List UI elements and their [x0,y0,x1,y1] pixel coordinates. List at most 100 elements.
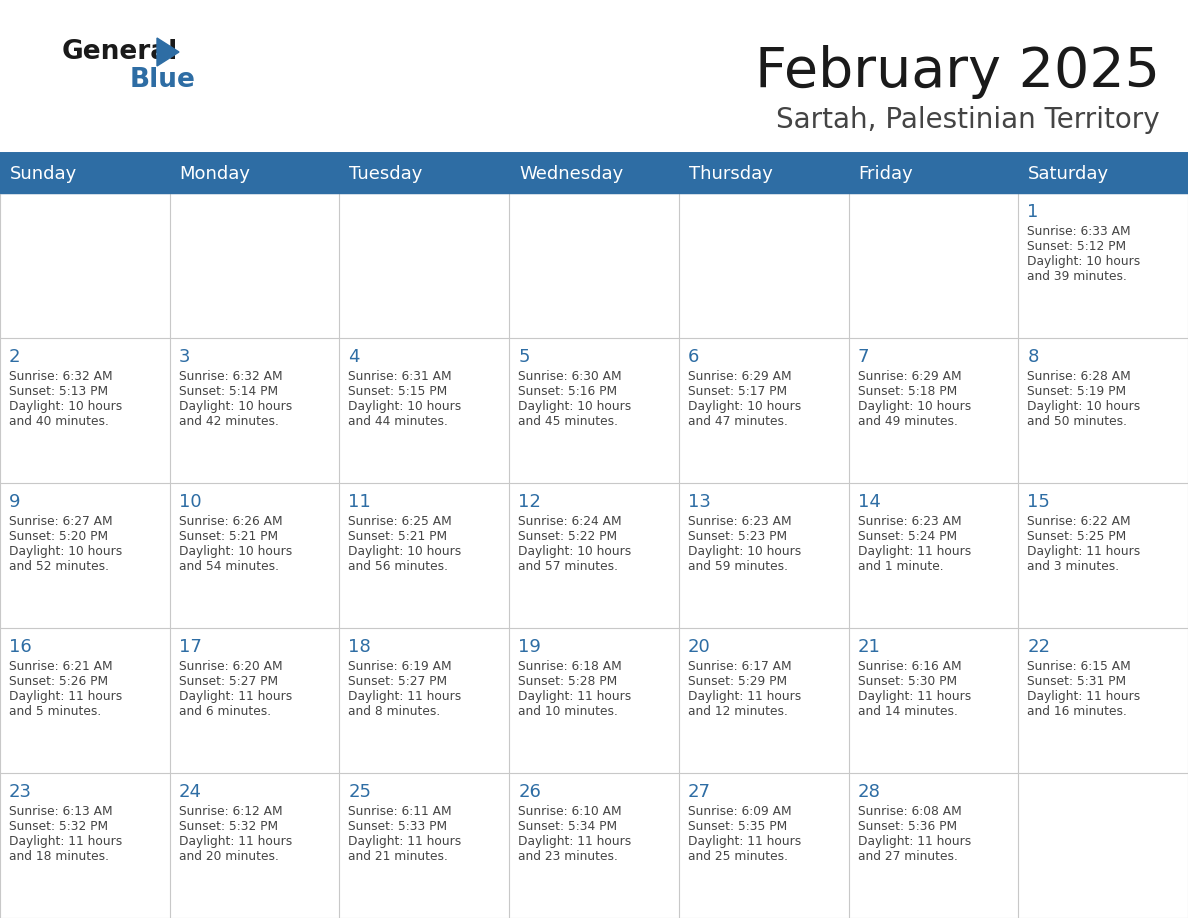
Text: Sunset: 5:32 PM: Sunset: 5:32 PM [10,820,108,833]
Text: Daylight: 10 hours: Daylight: 10 hours [688,400,801,413]
Text: Sunset: 5:26 PM: Sunset: 5:26 PM [10,675,108,688]
Bar [510,193,678,338]
Text: Sunset: 5:16 PM: Sunset: 5:16 PM [518,385,618,398]
Text: Daylight: 11 hours: Daylight: 11 hours [348,835,462,848]
Bar [510,338,678,483]
Text: 9: 9 [10,493,20,511]
Text: Sunrise: 6:29 AM: Sunrise: 6:29 AM [688,370,791,383]
Text: General: General [62,39,178,65]
Bar [0,193,170,338]
Text: and 14 minutes.: and 14 minutes. [858,705,958,718]
Text: 20: 20 [688,638,710,656]
Text: and 1 minute.: and 1 minute. [858,560,943,573]
Text: Sunset: 5:12 PM: Sunset: 5:12 PM [1028,240,1126,253]
Text: Sunset: 5:31 PM: Sunset: 5:31 PM [1028,675,1126,688]
Text: Daylight: 10 hours: Daylight: 10 hours [348,545,462,558]
Bar [0,628,170,773]
Text: Daylight: 11 hours: Daylight: 11 hours [688,690,801,703]
Text: and 40 minutes.: and 40 minutes. [10,415,109,428]
Text: and 50 minutes.: and 50 minutes. [1028,415,1127,428]
Text: 19: 19 [518,638,541,656]
Bar [170,628,340,773]
Text: Sunset: 5:21 PM: Sunset: 5:21 PM [348,530,448,543]
Text: Sunset: 5:27 PM: Sunset: 5:27 PM [178,675,278,688]
Text: Daylight: 10 hours: Daylight: 10 hours [1028,255,1140,268]
Text: Sunrise: 6:28 AM: Sunrise: 6:28 AM [1028,370,1131,383]
Text: 1: 1 [1028,203,1038,221]
Text: Sunrise: 6:30 AM: Sunrise: 6:30 AM [518,370,621,383]
Text: 3: 3 [178,348,190,366]
Bar [678,628,848,773]
Text: 28: 28 [858,783,880,801]
Text: and 59 minutes.: and 59 minutes. [688,560,788,573]
Text: Sunset: 5:30 PM: Sunset: 5:30 PM [858,675,956,688]
Text: 23: 23 [10,783,32,801]
Text: Monday: Monday [179,165,251,183]
Text: and 52 minutes.: and 52 minutes. [10,560,109,573]
Text: Daylight: 11 hours: Daylight: 11 hours [518,835,631,848]
Text: Daylight: 11 hours: Daylight: 11 hours [688,835,801,848]
Text: Sunset: 5:27 PM: Sunset: 5:27 PM [348,675,448,688]
Bar [170,773,340,918]
Text: 14: 14 [858,493,880,511]
Text: Sunrise: 6:32 AM: Sunrise: 6:32 AM [178,370,283,383]
Text: Daylight: 11 hours: Daylight: 11 hours [178,690,292,703]
Text: Daylight: 10 hours: Daylight: 10 hours [688,545,801,558]
Text: Sunrise: 6:13 AM: Sunrise: 6:13 AM [10,805,113,818]
Text: 5: 5 [518,348,530,366]
Bar [848,338,1018,483]
Bar [340,628,510,773]
Polygon shape [157,38,179,66]
Text: 21: 21 [858,638,880,656]
Text: Blue: Blue [129,67,196,93]
Bar [1018,628,1188,773]
Text: Daylight: 11 hours: Daylight: 11 hours [1028,545,1140,558]
Text: and 42 minutes.: and 42 minutes. [178,415,279,428]
Bar [848,193,1018,338]
Text: Sunrise: 6:20 AM: Sunrise: 6:20 AM [178,660,283,673]
Bar [678,338,848,483]
Text: Daylight: 11 hours: Daylight: 11 hours [1028,690,1140,703]
Text: 2: 2 [10,348,20,366]
Text: Sunrise: 6:15 AM: Sunrise: 6:15 AM [1028,660,1131,673]
Bar [340,193,510,338]
Text: Sunrise: 6:23 AM: Sunrise: 6:23 AM [688,515,791,528]
Text: Sunrise: 6:33 AM: Sunrise: 6:33 AM [1028,225,1131,238]
Bar [0,155,1188,193]
Text: Sunset: 5:17 PM: Sunset: 5:17 PM [688,385,786,398]
Bar [848,773,1018,918]
Text: 11: 11 [348,493,371,511]
Bar [340,483,510,628]
Text: Sunrise: 6:08 AM: Sunrise: 6:08 AM [858,805,961,818]
Bar [848,628,1018,773]
Text: 10: 10 [178,493,201,511]
Text: Wednesday: Wednesday [519,165,624,183]
Text: 18: 18 [348,638,371,656]
Text: and 3 minutes.: and 3 minutes. [1028,560,1119,573]
Text: Sunrise: 6:29 AM: Sunrise: 6:29 AM [858,370,961,383]
Bar [340,338,510,483]
Text: and 57 minutes.: and 57 minutes. [518,560,618,573]
Text: and 16 minutes.: and 16 minutes. [1028,705,1127,718]
Text: and 47 minutes.: and 47 minutes. [688,415,788,428]
Text: Sunrise: 6:19 AM: Sunrise: 6:19 AM [348,660,453,673]
Bar [1018,773,1188,918]
Text: and 56 minutes.: and 56 minutes. [348,560,448,573]
Text: Daylight: 10 hours: Daylight: 10 hours [858,400,971,413]
Text: and 18 minutes.: and 18 minutes. [10,850,109,863]
Text: 7: 7 [858,348,870,366]
Text: Sunset: 5:36 PM: Sunset: 5:36 PM [858,820,956,833]
Text: and 39 minutes.: and 39 minutes. [1028,270,1127,283]
Bar [510,773,678,918]
Text: and 21 minutes.: and 21 minutes. [348,850,448,863]
Text: and 5 minutes.: and 5 minutes. [10,705,101,718]
Bar [678,483,848,628]
Text: Daylight: 10 hours: Daylight: 10 hours [348,400,462,413]
Text: Daylight: 11 hours: Daylight: 11 hours [858,545,971,558]
Text: 4: 4 [348,348,360,366]
Text: Sunset: 5:23 PM: Sunset: 5:23 PM [688,530,786,543]
Bar [0,773,170,918]
Text: and 45 minutes.: and 45 minutes. [518,415,618,428]
Text: Daylight: 11 hours: Daylight: 11 hours [10,835,122,848]
Text: Sunrise: 6:11 AM: Sunrise: 6:11 AM [348,805,453,818]
